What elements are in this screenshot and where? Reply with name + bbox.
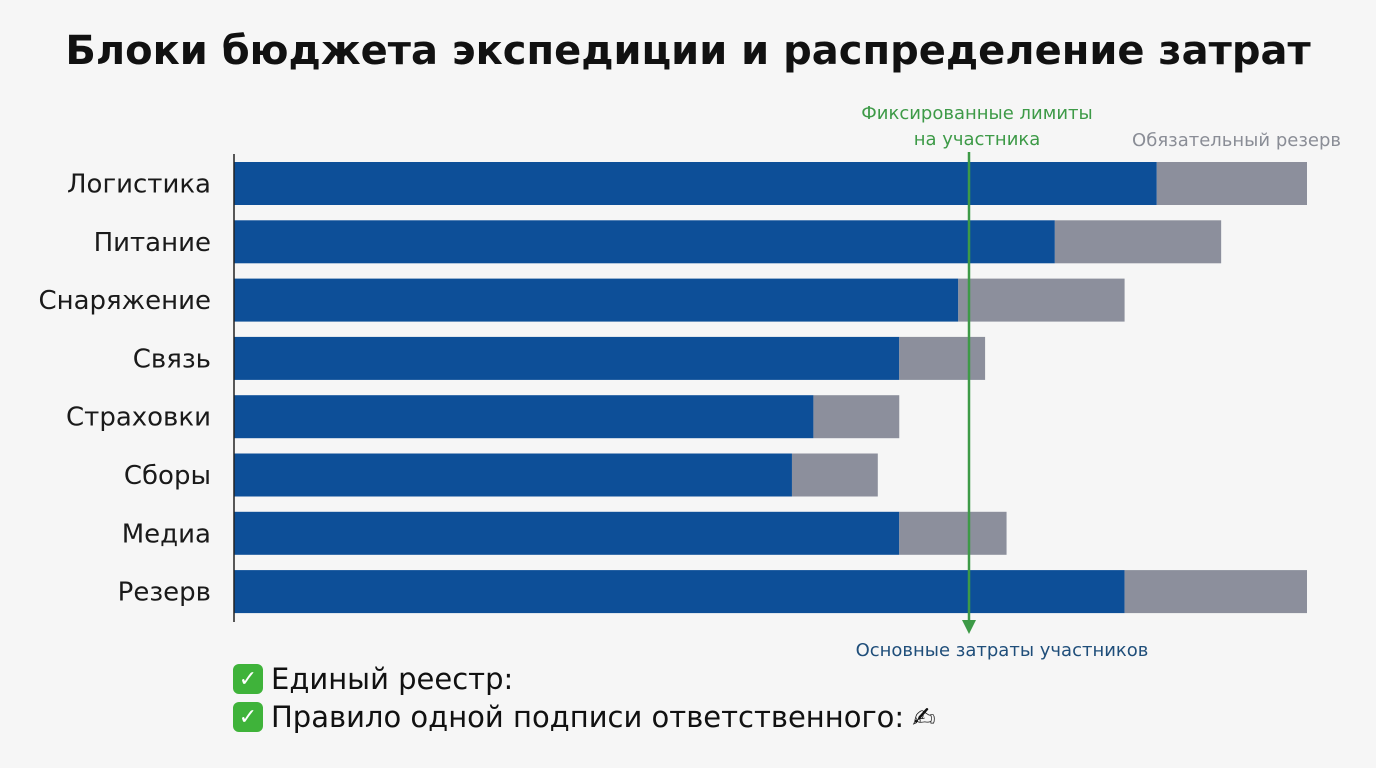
- bar-reserve-4: [813, 395, 900, 439]
- limit-arrow-head: [962, 620, 977, 634]
- notes-list: ✓ Единый реестр: ✓ Правило одной подписи…: [233, 660, 936, 736]
- category-label: Медиа: [122, 519, 211, 549]
- series-label-reserve: Обязательный резерв: [1132, 130, 1341, 151]
- category-label: Логистика: [67, 170, 211, 200]
- note-single-signature: ✓ Правило одной подписи ответственного: …: [233, 698, 936, 736]
- writing-hand-icon: ✍: [912, 700, 936, 734]
- series-label-main: Основные затраты участников: [856, 640, 1149, 661]
- check-mark-icon: ✓: [233, 664, 263, 694]
- note-text: Правило одной подписи ответственного:: [271, 700, 905, 734]
- bar-main-3: [234, 336, 900, 380]
- check-mark-icon: ✓: [233, 702, 263, 732]
- bar-main-0: [234, 162, 1157, 205]
- bar-reserve-7: [1124, 570, 1307, 614]
- bar-reserve-6: [899, 511, 1007, 555]
- bar-reserve-0: [1156, 162, 1307, 205]
- category-label: Сборы: [124, 461, 211, 491]
- category-label: Питание: [94, 228, 211, 258]
- bar-main-5: [234, 453, 792, 497]
- note-unified-registry: ✓ Единый реестр:: [233, 660, 936, 698]
- bar-reserve-2: [958, 278, 1125, 322]
- limit-label: Фиксированные лимиты: [861, 103, 1092, 124]
- note-text: Единый реестр:: [271, 662, 514, 696]
- chart-title: Блоки бюджета экспедиции и распределение…: [65, 28, 1311, 74]
- bar-reserve-3: [899, 336, 986, 380]
- bar-main-6: [234, 511, 900, 555]
- bar-reserve-5: [791, 453, 878, 497]
- limit-label: на участника: [914, 129, 1041, 150]
- category-label: Резерв: [118, 578, 211, 608]
- category-label: Снаряжение: [38, 286, 211, 316]
- bar-main-2: [234, 278, 959, 322]
- bar-main-7: [234, 570, 1125, 614]
- bar-main-1: [234, 220, 1055, 264]
- category-label: Страховки: [66, 403, 211, 433]
- bar-reserve-1: [1054, 220, 1222, 264]
- bar-main-4: [234, 395, 814, 439]
- category-label: Связь: [133, 344, 211, 374]
